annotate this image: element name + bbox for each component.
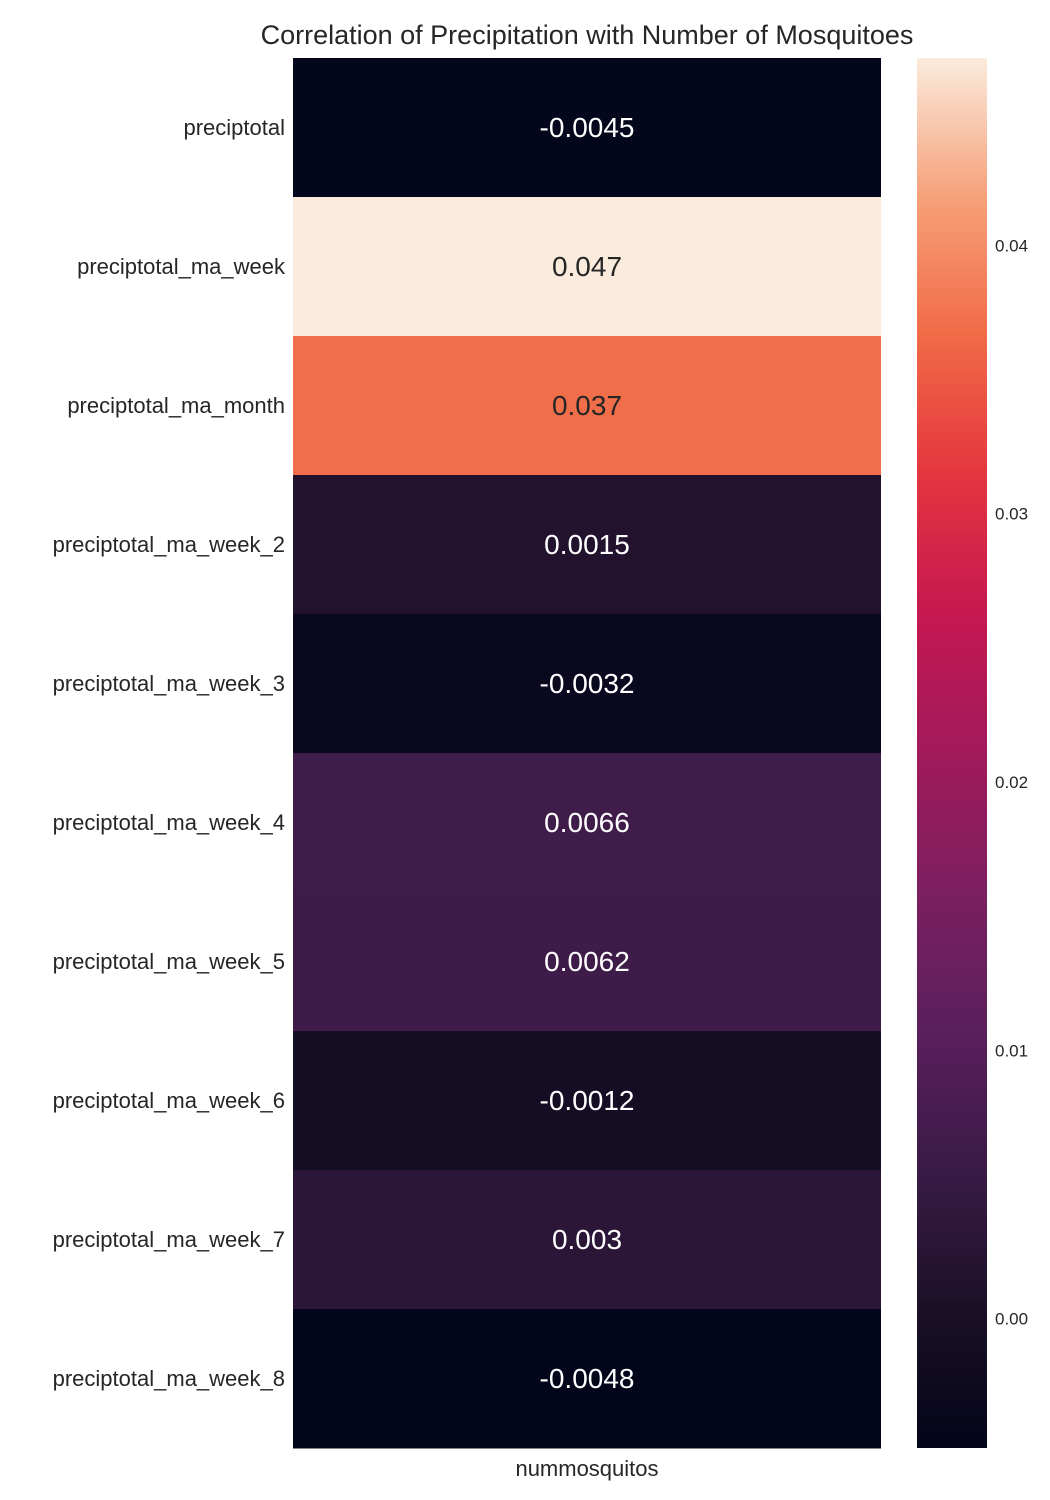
heatmap-cell — [293, 336, 881, 476]
cell-annotation: 0.0015 — [544, 529, 630, 560]
cell-annotation: 0.003 — [552, 1224, 622, 1255]
heatmap-cell — [293, 475, 881, 615]
chart-title: Correlation of Precipitation with Number… — [261, 20, 914, 50]
cell-annotation: 0.047 — [552, 251, 622, 282]
cell-annotation: -0.0012 — [540, 1085, 635, 1116]
colorbar-ticks: 0.00 0.01 0.02 0.03 0.04 — [995, 236, 1028, 1328]
colorbar — [917, 58, 987, 1448]
cell-annotation: -0.0032 — [540, 668, 635, 699]
heatmap-cell — [293, 197, 881, 337]
heatmap-cell — [293, 1031, 881, 1171]
colorbar-tick-label: 0.04 — [995, 236, 1028, 255]
row-labels: preciptotal preciptotal_ma_week preciptota… — [53, 115, 286, 1391]
row-label: preciptotal_ma_week_5 — [53, 949, 285, 974]
heatmap-cell — [293, 58, 881, 198]
cell-annotation: 0.0066 — [544, 807, 630, 838]
heatmap-cells: -0.0045 0.047 0.037 0.0015 -0.0032 0.0066 0.00… — [293, 58, 881, 1449]
row-label: preciptotal — [183, 115, 285, 140]
cell-annotation: -0.0048 — [540, 1363, 635, 1394]
row-label: preciptotal_ma_month — [67, 393, 285, 418]
column-label: nummosquitos — [515, 1456, 658, 1481]
row-label: preciptotal_ma_week_7 — [53, 1227, 285, 1252]
row-label: preciptotal_ma_week_6 — [53, 1088, 285, 1113]
cell-annotation: 0.0062 — [544, 946, 630, 977]
heatmap-cell — [293, 892, 881, 1032]
row-label: preciptotal_ma_week_8 — [53, 1366, 285, 1391]
cell-annotation: -0.0045 — [540, 112, 635, 143]
cell-annotation: 0.037 — [552, 390, 622, 421]
row-label: preciptotal_ma_week_3 — [53, 671, 285, 696]
colorbar-tick-label: 0.03 — [995, 505, 1028, 524]
heatmap-cell — [293, 1170, 881, 1310]
heatmap-cell — [293, 1309, 881, 1449]
colorbar-tick-label: 0.02 — [995, 773, 1028, 792]
row-label: preciptotal_ma_week_2 — [53, 532, 285, 557]
row-label: preciptotal_ma_week — [77, 254, 286, 279]
heatmap-cell — [293, 753, 881, 893]
colorbar-tick-label: 0.00 — [995, 1310, 1028, 1329]
heatmap-cell — [293, 614, 881, 754]
colorbar-tick-label: 0.01 — [995, 1041, 1028, 1060]
row-label: preciptotal_ma_week_4 — [53, 810, 285, 835]
